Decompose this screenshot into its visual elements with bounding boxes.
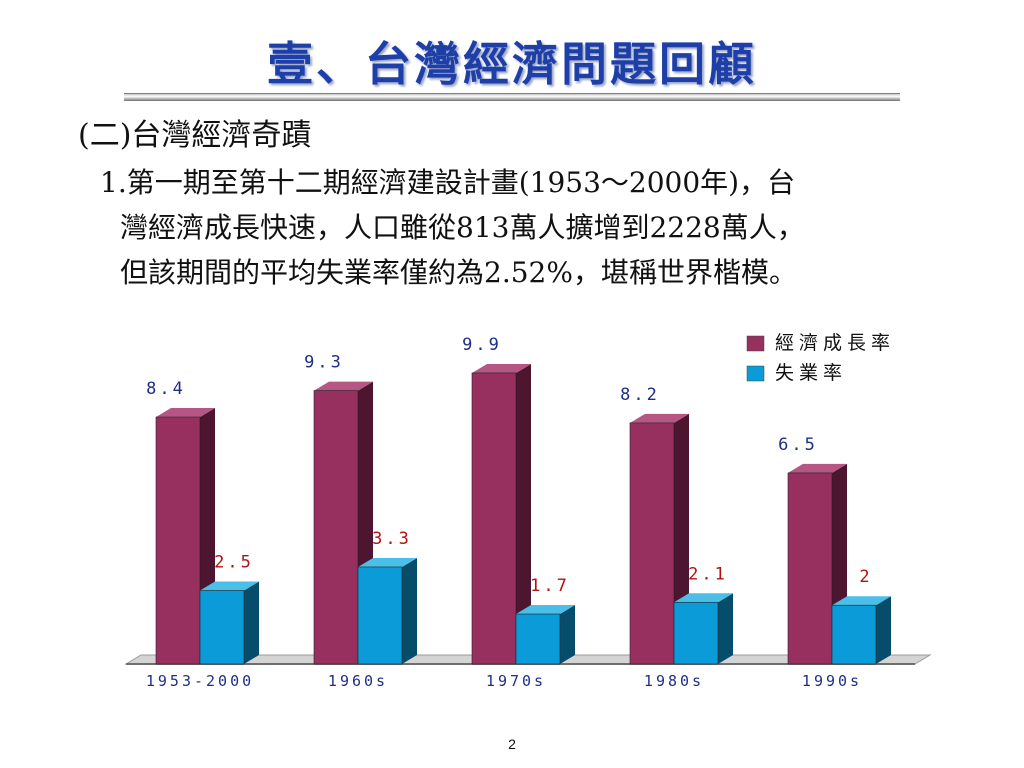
bar-growth-top-1	[314, 381, 373, 391]
x-tick-label-0: 1953-2000	[146, 672, 254, 690]
value-label-unemployment-2: 1.7	[530, 576, 570, 596]
bar-growth-side-2	[516, 363, 531, 664]
bar-unemployment-side-3	[718, 593, 733, 664]
title-divider	[124, 93, 900, 101]
value-label-unemployment-1: 3.3	[372, 529, 412, 549]
bar-unemployment-side-2	[560, 605, 575, 664]
bar-unemployment-top-1	[358, 557, 417, 567]
bar-unemployment-top-0	[200, 581, 259, 591]
value-label-growth-0: 8.4	[146, 379, 186, 399]
value-label-growth-2: 9.9	[462, 335, 502, 355]
x-tick-label-1: 1960s	[328, 672, 388, 690]
value-label-unemployment-3: 2.1	[688, 564, 728, 584]
bar-growth-4	[787, 472, 833, 665]
bar-growth-2	[471, 372, 517, 665]
legend-swatch-0	[746, 335, 765, 352]
x-tick-label-4: 1990s	[802, 672, 862, 690]
section-heading: (二)台灣經濟奇蹟	[78, 118, 312, 153]
bar-growth-top-4	[788, 463, 847, 473]
bar-growth-3	[629, 422, 675, 665]
legend-swatch-1	[746, 365, 765, 382]
value-label-growth-4: 6.5	[778, 435, 818, 455]
body-paragraph: 1.第一期至第十二期經濟建設計畫(1953～2000年)，台 灣經濟成長快速，人…	[100, 160, 940, 295]
bar-unemployment-side-0	[244, 581, 259, 664]
bar-unemployment-top-3	[674, 593, 733, 603]
bar-growth-0	[155, 416, 201, 665]
legend-label-1: 失業率	[775, 362, 847, 384]
bar-unemployment-top-4	[832, 596, 891, 606]
paragraph-line-3: 但該期間的平均失業率僅約為2.52%，堪稱世界楷模。	[120, 256, 797, 289]
bar-unemployment-0	[199, 590, 245, 665]
bar-unemployment-2	[515, 613, 561, 665]
legend-label-0: 經濟成長率	[775, 332, 895, 354]
bar-growth-top-2	[472, 363, 531, 373]
value-label-growth-1: 9.3	[304, 353, 344, 373]
bar-unemployment-top-2	[516, 605, 575, 615]
page-number: 2	[508, 736, 516, 752]
bar-unemployment-side-4	[876, 596, 891, 664]
value-label-growth-3: 8.2	[620, 385, 660, 405]
bar-unemployment-1	[357, 566, 403, 665]
bar-growth-top-3	[630, 413, 689, 423]
value-label-unemployment-4: 2	[859, 567, 872, 587]
bar-growth-1	[313, 390, 359, 665]
paragraph-line-1: 1.第一期至第十二期經濟建設計畫(1953～2000年)，台	[100, 166, 796, 199]
bar-unemployment-side-1	[402, 557, 417, 664]
bar-growth-top-0	[156, 408, 215, 418]
x-tick-label-3: 1980s	[644, 672, 704, 690]
slide-title: 壹、台灣經濟問題回顧	[267, 37, 757, 91]
bar-unemployment-4	[831, 604, 877, 665]
x-tick-label-2: 1970s	[486, 672, 546, 690]
paragraph-line-2: 灣經濟成長快速，人口雖從813萬人擴增到2228萬人，	[120, 211, 805, 244]
bar-unemployment-3	[673, 601, 719, 665]
value-label-unemployment-0: 2.5	[214, 553, 254, 573]
